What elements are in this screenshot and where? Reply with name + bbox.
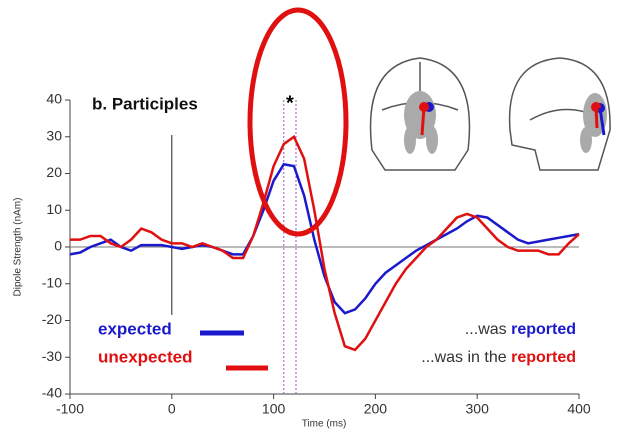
x-tick-label: 300 <box>466 401 490 417</box>
note-text: ...was <box>465 321 511 338</box>
y-tick-label: 0 <box>54 238 62 254</box>
y-tick-label: 30 <box>46 127 62 143</box>
note-text: ...was in the <box>421 349 511 366</box>
y-tick-label: 40 <box>46 91 62 107</box>
y-tick-label: -20 <box>42 311 62 327</box>
y-tick-label: 20 <box>46 164 62 180</box>
chart-title: b. Participles <box>92 94 198 113</box>
note: ...was in the reported <box>421 349 576 366</box>
x-tick-label: -100 <box>56 401 84 417</box>
note-highlight: reported <box>511 349 576 366</box>
x-tick-label: 200 <box>364 401 388 417</box>
series-line <box>69 162 580 315</box>
note: ...was reported <box>465 321 576 338</box>
legend-label: unexpected <box>98 347 192 366</box>
x-tick-label: 400 <box>567 401 591 417</box>
legend-label: expected <box>98 319 172 338</box>
y-tick-label: 10 <box>46 201 62 217</box>
note-highlight: reported <box>511 321 576 338</box>
y-tick-label: -30 <box>42 348 62 364</box>
series-line <box>70 134 580 352</box>
significance-star: * <box>286 92 294 114</box>
brain-blobs <box>404 91 607 154</box>
x-tick-label: 0 <box>168 401 176 417</box>
brain-illustration <box>369 57 611 171</box>
y-tick-label: -10 <box>42 274 62 290</box>
y-axis-label: Dipole Strength (nAm) <box>13 198 24 297</box>
highlight-ellipse <box>247 7 349 237</box>
x-tick-label: 100 <box>262 401 286 417</box>
x-axis-label: Time (ms) <box>302 419 347 430</box>
y-tick-label: -40 <box>42 385 62 401</box>
